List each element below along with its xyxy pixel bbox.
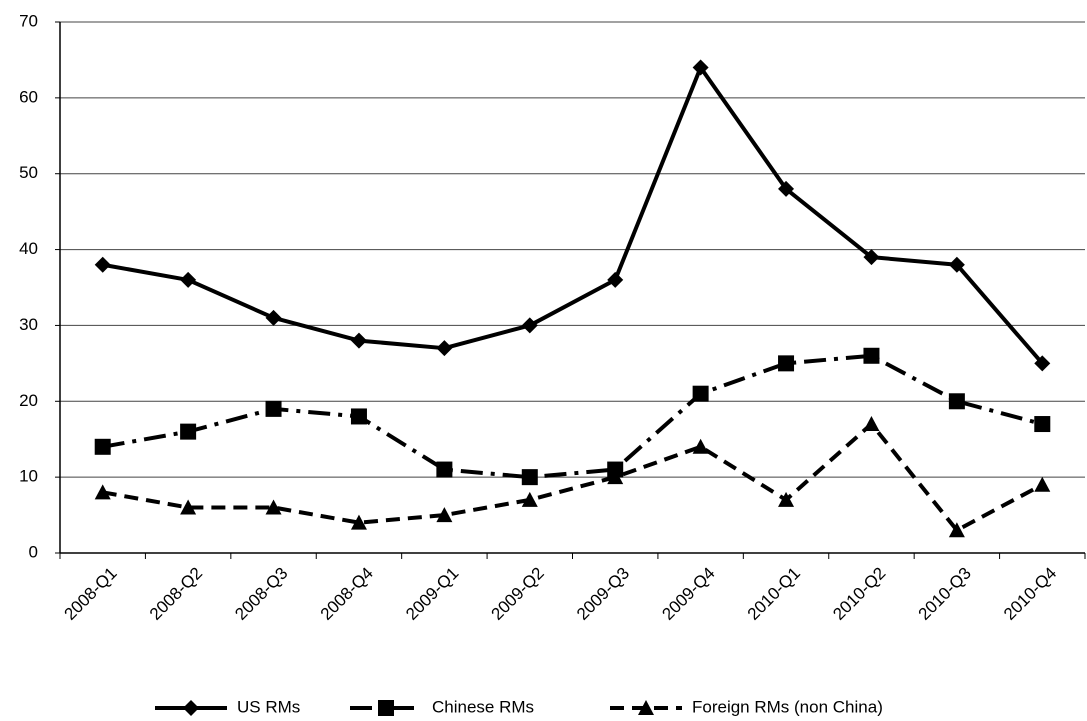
marker	[183, 700, 199, 716]
marker	[378, 700, 394, 716]
marker	[1034, 476, 1051, 492]
x-tick-label: 2010-Q4	[1000, 564, 1060, 624]
marker	[863, 347, 880, 364]
x-tick-label: 2008-Q3	[231, 564, 291, 624]
marker	[778, 355, 795, 372]
x-tick-label: 2009-Q2	[488, 564, 548, 624]
legend-label: Foreign RMs (non China)	[692, 697, 883, 716]
x-tick-label: 2010-Q1	[744, 564, 804, 624]
marker	[180, 499, 197, 515]
legend-label: Chinese RMs	[432, 697, 534, 716]
marker	[94, 256, 111, 273]
series-line	[102, 65, 1044, 365]
marker	[692, 438, 709, 454]
y-tick-label: 70	[19, 11, 38, 30]
x-tick-label: 2010-Q3	[915, 564, 975, 624]
marker	[778, 491, 795, 507]
y-tick-label: 20	[19, 391, 38, 410]
marker	[521, 469, 538, 486]
marker	[521, 317, 538, 334]
marker	[436, 340, 453, 357]
x-tick-label: 2010-Q2	[829, 564, 889, 624]
x-tick-label: 2009-Q1	[402, 564, 462, 624]
y-tick-label: 40	[19, 239, 38, 258]
marker	[607, 271, 624, 288]
marker	[265, 499, 282, 515]
x-tick-label: 2009-Q3	[573, 564, 633, 624]
marker	[863, 249, 880, 266]
marker	[1034, 355, 1051, 372]
marker	[692, 385, 709, 402]
y-tick-label: 0	[29, 542, 38, 561]
x-tick-label: 2008-Q1	[60, 564, 120, 624]
marker	[638, 700, 654, 715]
marker	[692, 59, 709, 76]
y-tick-label: 30	[19, 315, 38, 334]
marker	[1034, 416, 1051, 433]
marker	[180, 271, 197, 288]
marker	[265, 400, 282, 417]
marker	[948, 522, 965, 538]
legend-label: US RMs	[237, 697, 300, 716]
y-tick-label: 50	[19, 163, 38, 182]
marker	[350, 408, 367, 425]
marker	[265, 309, 282, 326]
marker	[350, 332, 367, 349]
series-line	[102, 422, 1044, 533]
marker	[863, 416, 880, 432]
marker	[521, 491, 538, 507]
marker	[180, 423, 197, 440]
x-tick-label: 2009-Q4	[658, 564, 718, 624]
y-tick-label: 10	[19, 467, 38, 486]
marker	[778, 180, 795, 197]
marker	[94, 484, 111, 500]
marker	[948, 393, 965, 410]
marker	[436, 461, 453, 478]
y-tick-label: 60	[19, 87, 38, 106]
marker	[350, 514, 367, 530]
marker	[436, 507, 453, 523]
x-tick-label: 2008-Q4	[317, 564, 377, 624]
marker	[94, 438, 111, 455]
marker	[948, 256, 965, 273]
marker	[607, 469, 624, 485]
x-tick-label: 2008-Q2	[146, 564, 206, 624]
